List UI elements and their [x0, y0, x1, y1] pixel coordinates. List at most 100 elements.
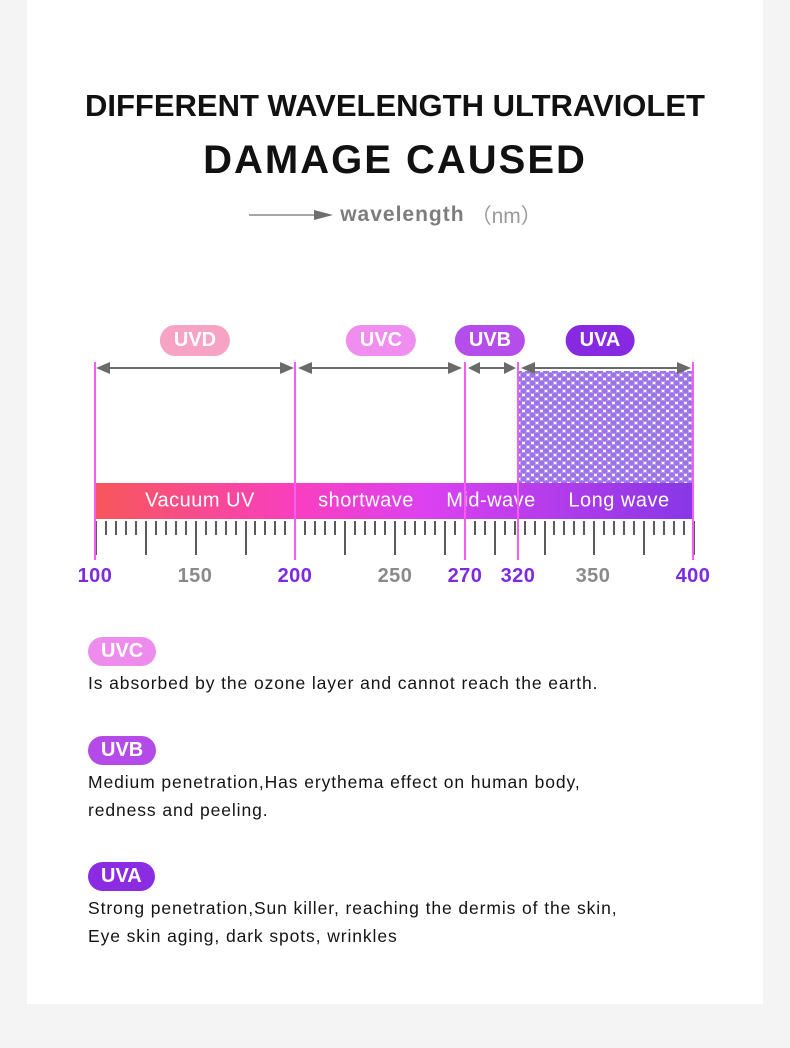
wavelength-unit: （nm）: [470, 205, 542, 228]
ruler-tick: [384, 521, 387, 535]
ruler-tick: [194, 521, 197, 555]
ruler-tick: [274, 521, 277, 535]
ruler-tick: [344, 521, 347, 555]
ruler-tick: [364, 521, 367, 535]
ruler-tick: [503, 521, 506, 535]
ruler-tick: [104, 521, 107, 535]
tick-label-250: 250: [377, 565, 413, 587]
ruler-tick: [613, 521, 616, 535]
ruler-tick: [144, 521, 147, 555]
ruler-tick: [164, 521, 167, 535]
ruler-tick: [374, 521, 377, 535]
ruler-tick: [403, 521, 406, 535]
badge-uva: UVA: [565, 325, 635, 356]
range-arrow-uvb: [468, 362, 516, 374]
desc-uvb-line2: redness and peeling.: [88, 800, 269, 820]
ruler-tick: [394, 521, 396, 555]
bar-label-shortwave: shortwave: [318, 489, 414, 512]
range-arrow-uva: [521, 362, 691, 374]
ruler-tick: [184, 521, 187, 535]
ruler-tick: [673, 521, 676, 535]
ruler-tick: [254, 521, 257, 535]
tick-label-150: 150: [177, 565, 213, 587]
ruler-tick: [124, 521, 127, 535]
boundary-line-270nm: [464, 362, 466, 560]
page-title-line1: DIFFERENT WAVELENGTH ULTRAVIOLET: [85, 88, 705, 123]
ruler-tick: [174, 521, 177, 535]
ruler-tick: [513, 521, 516, 535]
desc-uvc-line1: Is absorbed by the ozone layer and canno…: [88, 673, 599, 693]
uva-dot-pattern-region: [519, 371, 692, 483]
desc-badge-uva: UVA: [88, 862, 155, 891]
page-title-line2: DAMAGE CAUSED: [203, 138, 587, 182]
ruler-tick: [114, 521, 117, 535]
boundary-line-400nm: [692, 362, 694, 560]
ruler-tick: [413, 521, 416, 535]
bar-label-long-wave: Long wave: [568, 489, 670, 512]
ruler-tick: [663, 521, 666, 535]
tick-label-100: 100: [77, 565, 113, 587]
boundary-line-200nm: [294, 362, 296, 560]
tick-label-400: 400: [675, 565, 711, 587]
ruler-tick: [214, 521, 217, 535]
ruler-tick: [134, 521, 137, 535]
ruler-tick: [423, 521, 426, 535]
ruler-tick: [543, 521, 546, 555]
ruler-tick: [643, 521, 646, 555]
ruler-tick: [95, 521, 97, 555]
bar-label-mid-wave: Mid-wave: [446, 489, 536, 512]
ruler-tick: [314, 521, 317, 535]
wavelength-axis-caption: wavelength （nm）: [0, 200, 790, 230]
ruler-tick: [573, 521, 576, 535]
ruler-tick: [334, 521, 337, 535]
tick-label-350: 350: [575, 565, 611, 587]
tick-label-200: 200: [277, 565, 313, 587]
ruler-tick: [583, 521, 586, 535]
ruler-tick: [693, 521, 695, 555]
ruler-tick: [234, 521, 237, 535]
desc-uva-line2: Eye skin aging, dark spots, wrinkles: [88, 926, 398, 946]
ruler-tick: [653, 521, 656, 535]
badge-uvd: UVD: [159, 325, 231, 356]
ruler-tick: [443, 521, 446, 555]
ruler-tick: [453, 521, 456, 535]
ruler-tick: [563, 521, 566, 535]
ruler-tick: [354, 521, 357, 535]
badge-uvb: UVB: [454, 325, 526, 356]
ruler-tick: [224, 521, 227, 535]
desc-uvb-line1: Medium penetration,Has erythema effect o…: [88, 772, 581, 792]
ruler-tick: [523, 521, 526, 535]
ruler-tick: [154, 521, 157, 535]
desc-badge-uvb: UVB: [88, 736, 157, 765]
ruler-tick: [553, 521, 556, 535]
ruler-tick: [264, 521, 267, 535]
ruler-tick: [483, 521, 486, 535]
ruler-tick: [433, 521, 436, 535]
desc-badge-uvc: UVC: [88, 637, 157, 666]
boundary-line-100nm: [94, 362, 96, 560]
ruler-tick: [473, 521, 476, 535]
tick-label-320: 320: [500, 565, 536, 587]
ruler-tick: [603, 521, 606, 535]
tick-label-270: 270: [447, 565, 483, 587]
right-arrow-icon: [249, 210, 334, 220]
badge-uvc: UVC: [345, 325, 417, 356]
range-arrow-uvc: [298, 362, 462, 374]
ruler-tick: [324, 521, 327, 535]
ruler-tick: [533, 521, 536, 535]
desc-uva-line1: Strong penetration,Sun killer, reaching …: [88, 898, 618, 918]
ruler-tick: [683, 521, 686, 535]
range-arrow-uvd: [96, 362, 294, 374]
spectrum-gradient-bar: Vacuum UV shortwave Mid-wave Long wave: [95, 483, 693, 519]
ruler-tick: [304, 521, 307, 535]
ruler-tick: [493, 521, 496, 555]
ruler-tick: [633, 521, 636, 535]
ruler-tick: [204, 521, 207, 535]
ruler-tick: [593, 521, 596, 555]
ruler-tick: [244, 521, 247, 555]
boundary-line-320nm: [517, 362, 519, 560]
ruler-tick: [284, 521, 287, 535]
wavelength-label: wavelength: [340, 203, 465, 226]
bar-label-vacuum-uv: Vacuum UV: [145, 489, 255, 512]
